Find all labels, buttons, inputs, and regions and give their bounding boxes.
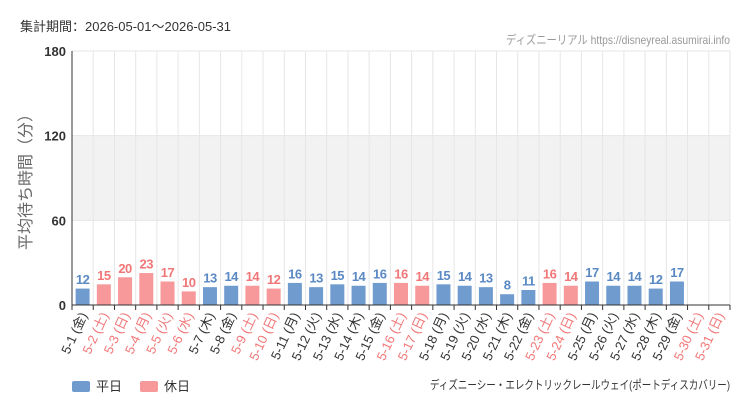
bar-27 xyxy=(626,284,643,306)
data-label-11: 16 xyxy=(288,266,302,281)
y-axis-title: 平均待ち時間（分） xyxy=(17,106,35,250)
data-label-7: 13 xyxy=(203,271,217,286)
data-label-18: 15 xyxy=(437,268,451,283)
bar-10 xyxy=(265,287,282,306)
data-label-14: 14 xyxy=(352,269,367,284)
bar-29 xyxy=(668,280,685,306)
plot-band xyxy=(72,135,730,221)
bar-20 xyxy=(477,286,494,306)
data-label-1: 12 xyxy=(76,272,90,287)
bar-15 xyxy=(371,281,388,306)
grid-lines xyxy=(72,50,731,305)
data-label-24: 14 xyxy=(564,269,579,284)
plot-band-rect xyxy=(72,135,730,221)
bar-1 xyxy=(74,287,91,306)
data-label-10: 12 xyxy=(267,272,281,287)
y-tick-label: 0 xyxy=(59,298,66,313)
data-labels: 12 15 20 23 17 10 13 14 14 12 16 13 15 14 16 16 14 15 14 13… xyxy=(76,257,685,293)
data-label-19: 14 xyxy=(458,269,473,284)
bar-3 xyxy=(117,276,134,306)
legend-swatch-weekday xyxy=(72,381,90,392)
data-label-28: 12 xyxy=(649,272,663,287)
data-label-17: 14 xyxy=(415,269,430,284)
y-tick-label: 120 xyxy=(44,129,66,144)
site-credit-link[interactable]: ディズニーリアル https://disneyreal.asumirai.inf… xyxy=(506,32,730,47)
bar-2 xyxy=(95,283,112,306)
bar-25 xyxy=(584,280,601,306)
bar-8 xyxy=(223,284,240,306)
data-label-22: 11 xyxy=(522,273,535,288)
bar-12 xyxy=(308,286,325,306)
data-label-27: 14 xyxy=(628,269,643,284)
data-label-29: 17 xyxy=(670,265,684,280)
data-label-5: 17 xyxy=(161,265,175,280)
bar-4 xyxy=(138,272,155,306)
data-label-25: 17 xyxy=(585,265,599,280)
data-label-26: 14 xyxy=(607,269,622,284)
data-label-4: 23 xyxy=(140,257,154,272)
bar-19 xyxy=(456,284,473,306)
bar-26 xyxy=(605,284,622,306)
bar-24 xyxy=(562,284,579,306)
data-label-16: 16 xyxy=(394,266,408,281)
bar-13 xyxy=(329,283,346,306)
bar-17 xyxy=(414,284,431,306)
legend-item-weekday[interactable]: 平日 xyxy=(72,379,122,394)
bar-5 xyxy=(159,280,176,306)
attraction-caption: ディズニーシー・エレクトリックレールウェイ(ポートディスカバリー) xyxy=(430,377,730,392)
legend-item-holiday[interactable]: 休日 xyxy=(140,379,190,394)
bar-16 xyxy=(393,281,409,306)
data-label-15: 16 xyxy=(373,266,387,281)
bar-21 xyxy=(499,293,516,306)
legend-label-holiday: 休日 xyxy=(164,379,190,394)
bar-18 xyxy=(435,283,452,306)
y-tick-label: 180 xyxy=(44,44,66,59)
y-tick-label: 60 xyxy=(52,213,66,228)
data-label-2: 15 xyxy=(97,268,111,283)
data-label-6: 10 xyxy=(182,275,196,290)
data-label-20: 13 xyxy=(479,271,493,286)
data-label-8: 14 xyxy=(224,269,239,284)
axes xyxy=(71,51,731,310)
bar-28 xyxy=(647,287,664,306)
data-label-9: 14 xyxy=(246,269,261,284)
bar-14 xyxy=(350,284,367,306)
period-label: 集計期間：2026-05-01～2026-05-31 xyxy=(20,19,231,34)
bar-22 xyxy=(520,288,537,306)
bar-9 xyxy=(244,284,261,306)
y-tick-labels: 0 60 120 180 xyxy=(44,44,66,313)
legend-label-weekday: 平日 xyxy=(96,379,122,394)
data-label-21: 8 xyxy=(504,278,511,293)
legend-swatch-holiday xyxy=(140,381,158,392)
data-label-12: 13 xyxy=(309,271,323,286)
bar-23 xyxy=(541,281,558,306)
bar-7 xyxy=(201,286,218,306)
bar-11 xyxy=(286,281,303,306)
data-label-3: 20 xyxy=(118,261,132,276)
legend: 平日 休日 xyxy=(72,379,190,394)
data-label-13: 15 xyxy=(331,268,345,283)
bar-6 xyxy=(180,290,197,306)
data-label-23: 16 xyxy=(543,266,557,281)
